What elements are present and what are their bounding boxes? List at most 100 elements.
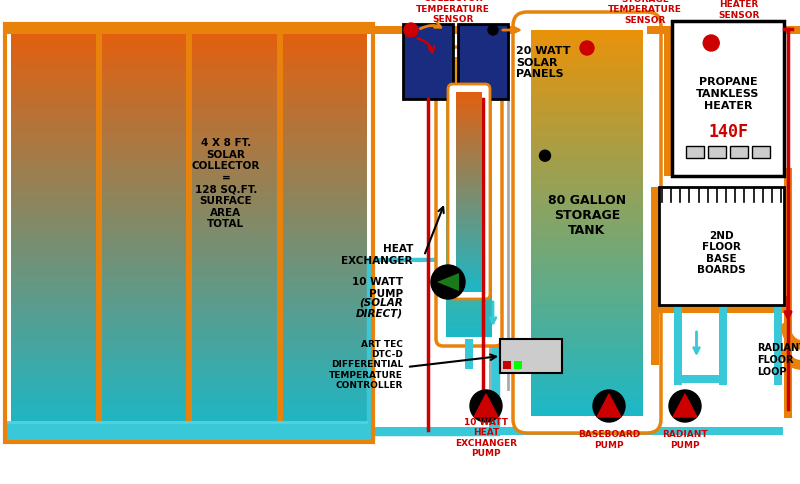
Bar [102,272,186,277]
Bar [102,178,186,183]
Bar [531,31,643,36]
Bar [11,302,95,307]
Bar [11,326,95,332]
Bar [446,152,492,156]
Bar [192,381,277,386]
Bar [11,391,95,396]
Bar [11,400,95,406]
Bar [192,238,277,243]
Bar [282,134,367,139]
Bar [531,290,643,296]
Bar [102,262,186,268]
Bar [446,138,492,142]
Bar [11,317,95,322]
Bar [192,45,277,50]
Bar [456,182,482,185]
Bar [531,333,643,339]
Bar [456,142,482,145]
Bar [456,282,482,285]
Bar [456,227,482,230]
Bar [531,74,643,79]
Bar [102,223,186,228]
Bar [456,225,482,227]
Bar [192,277,277,283]
Bar [446,162,492,166]
Bar [456,128,482,131]
Bar [282,119,367,124]
Bar [456,234,482,237]
Bar [456,137,482,140]
Bar [446,173,492,177]
Bar [446,329,492,333]
Bar [531,204,643,209]
Bar [531,50,643,56]
Bar [531,199,643,204]
Bar [11,213,95,218]
Bar [531,406,643,411]
Bar [531,113,643,118]
Bar [446,197,492,201]
Bar [11,168,95,174]
Bar [102,420,186,425]
Bar [446,82,492,86]
Bar [192,55,277,60]
Bar [500,339,562,373]
Bar [446,281,492,285]
Bar [456,135,482,138]
Bar [282,173,367,179]
Bar [456,172,482,175]
Bar [102,307,186,312]
Bar [531,286,643,291]
Bar [11,351,95,357]
Bar [102,400,186,406]
Bar [11,242,95,248]
Bar [446,277,492,281]
Bar [446,166,492,170]
Bar [446,127,492,132]
Bar [531,329,643,334]
Bar [282,129,367,134]
Bar [446,260,492,264]
Bar [192,242,277,248]
Bar [102,391,186,396]
Bar [752,147,770,159]
Bar [282,277,367,283]
Bar [102,346,186,351]
Text: 80 GALLON
STORAGE
TANK: 80 GALLON STORAGE TANK [548,194,626,237]
Bar [446,103,492,107]
Bar [192,218,277,223]
Bar [282,188,367,194]
Bar [456,264,482,267]
Bar [456,175,482,178]
Bar [11,277,95,283]
Bar [11,70,95,75]
Bar [456,98,482,101]
Bar [102,119,186,124]
Bar [282,297,367,302]
Bar [456,145,482,148]
Text: HEAT
EXCHANGER: HEAT EXCHANGER [342,244,413,265]
Bar [192,149,277,154]
Bar [446,61,492,65]
Bar [446,194,492,197]
Bar [102,247,186,253]
Bar [11,40,95,45]
Bar [192,99,277,105]
Bar [446,333,492,337]
Bar [456,279,482,282]
Bar [373,27,800,35]
Bar [282,144,367,149]
Bar [102,144,186,149]
Bar [192,40,277,45]
Circle shape [605,402,613,410]
Bar [102,104,186,109]
Bar [192,400,277,406]
Text: 10 WATT
PUMP: 10 WATT PUMP [352,277,403,298]
Bar [456,120,482,123]
Bar [11,425,95,431]
Bar [456,289,482,292]
Bar [11,75,95,80]
Bar [282,282,367,287]
Bar [102,356,186,362]
Circle shape [580,42,594,56]
